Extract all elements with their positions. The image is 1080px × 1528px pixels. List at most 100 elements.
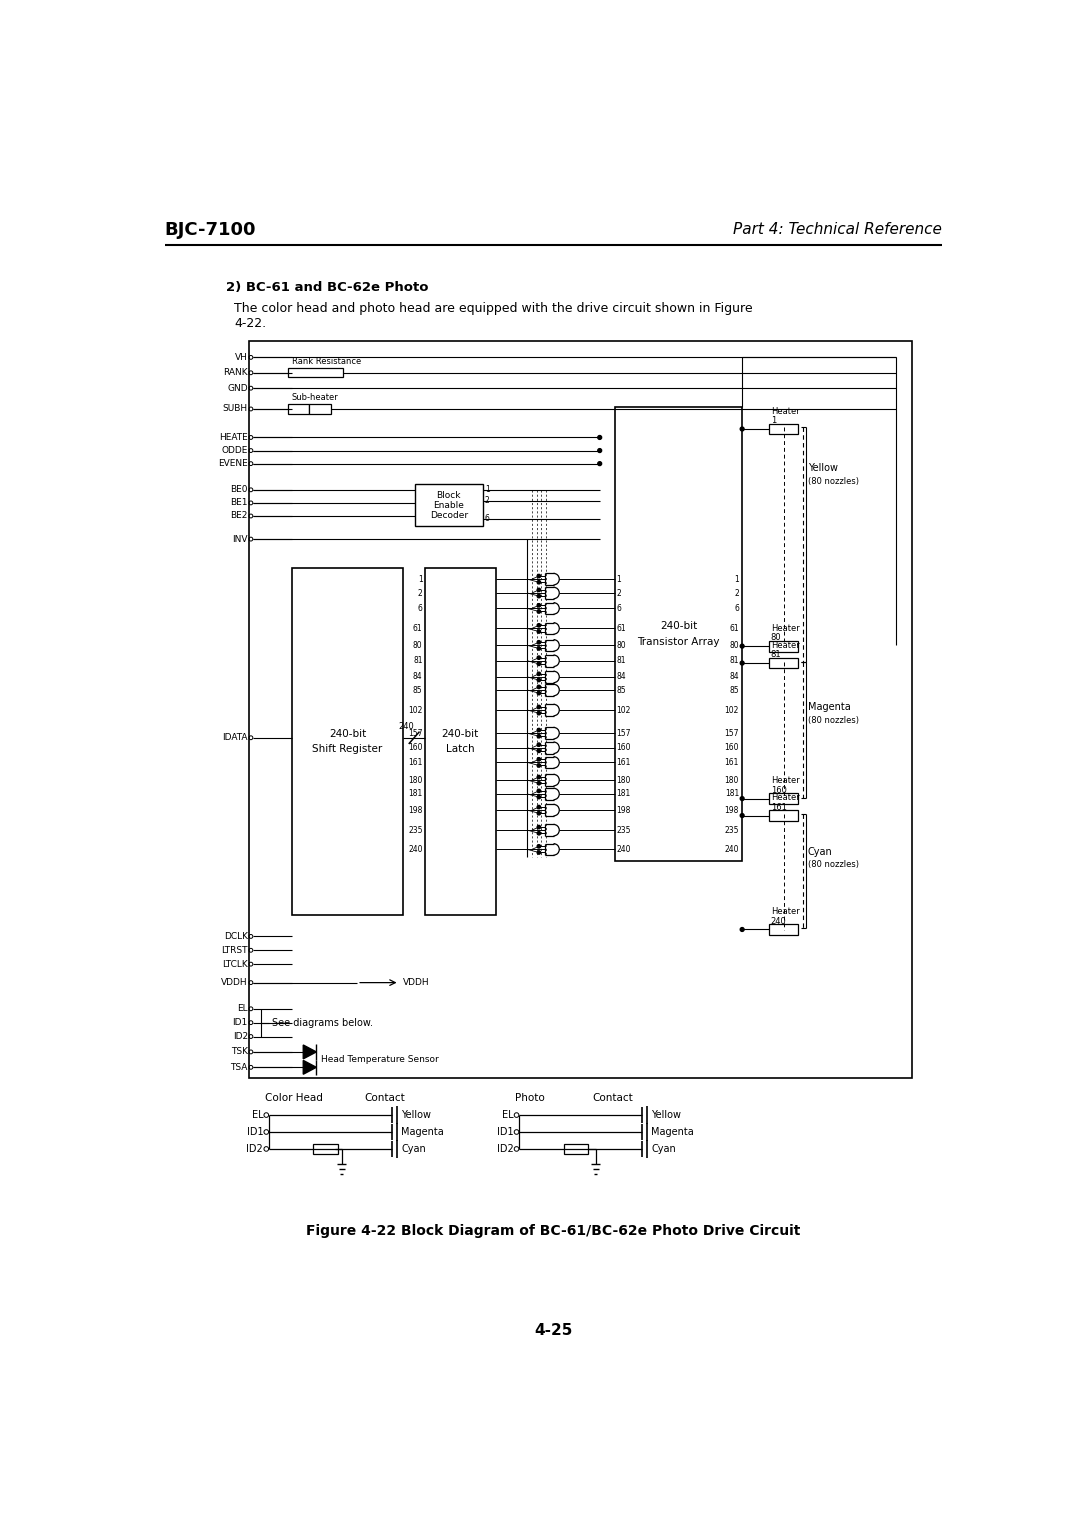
- Text: Heater: Heater: [771, 640, 799, 649]
- Text: BE0: BE0: [230, 486, 247, 495]
- Text: 84: 84: [617, 672, 626, 681]
- Circle shape: [537, 749, 541, 753]
- Text: Part 4: Technical Reference: Part 4: Technical Reference: [733, 222, 943, 237]
- Text: 181: 181: [408, 790, 422, 799]
- Text: VDDH: VDDH: [403, 978, 429, 987]
- Text: RANK: RANK: [224, 368, 247, 377]
- Circle shape: [537, 729, 541, 732]
- Text: 85: 85: [729, 686, 739, 695]
- Circle shape: [740, 927, 744, 932]
- Text: Decoder: Decoder: [430, 510, 468, 520]
- Bar: [769, 640, 798, 651]
- Text: Rank Resistance: Rank Resistance: [292, 358, 361, 367]
- Bar: [616, 406, 742, 860]
- Text: Heater: Heater: [771, 908, 799, 917]
- Text: 102: 102: [617, 706, 631, 715]
- Circle shape: [537, 678, 541, 681]
- Bar: [769, 423, 798, 434]
- Circle shape: [740, 813, 744, 817]
- Bar: [249, 341, 912, 1079]
- Bar: [415, 484, 483, 526]
- Text: 80: 80: [729, 640, 739, 649]
- Text: 240: 240: [725, 845, 739, 854]
- Circle shape: [537, 796, 541, 799]
- Text: 235: 235: [617, 825, 631, 834]
- Circle shape: [537, 706, 541, 709]
- Text: See diagrams below.: See diagrams below.: [272, 1018, 374, 1028]
- Text: 240: 240: [771, 917, 786, 926]
- Text: 198: 198: [725, 805, 739, 814]
- Text: EL: EL: [252, 1109, 264, 1120]
- Bar: [564, 1144, 589, 1154]
- Circle shape: [537, 764, 541, 767]
- Text: EL: EL: [238, 1004, 247, 1013]
- Text: 198: 198: [617, 805, 631, 814]
- Circle shape: [740, 796, 744, 801]
- Circle shape: [537, 743, 541, 746]
- Text: ID1: ID1: [497, 1128, 513, 1137]
- Text: VDDH: VDDH: [221, 978, 247, 987]
- Text: 84: 84: [413, 672, 422, 681]
- Text: VH: VH: [235, 353, 247, 362]
- Text: Latch: Latch: [446, 744, 474, 755]
- Circle shape: [537, 685, 541, 689]
- Bar: [313, 1144, 338, 1154]
- Bar: [424, 568, 496, 915]
- Text: 157: 157: [725, 729, 739, 738]
- Text: 1: 1: [771, 416, 775, 425]
- Text: 2: 2: [734, 588, 739, 597]
- Text: Shift Register: Shift Register: [312, 744, 382, 755]
- Circle shape: [537, 788, 541, 793]
- Text: Heater: Heater: [771, 623, 799, 633]
- Circle shape: [537, 610, 541, 613]
- Text: Transistor Array: Transistor Array: [637, 637, 720, 646]
- Text: 1: 1: [418, 575, 422, 584]
- Circle shape: [740, 645, 744, 648]
- Text: (80 nozzles): (80 nozzles): [808, 477, 859, 486]
- Text: INV: INV: [232, 535, 247, 544]
- Text: 2: 2: [485, 497, 489, 506]
- Bar: [769, 924, 798, 935]
- Text: 157: 157: [408, 729, 422, 738]
- Text: Yellow: Yellow: [651, 1109, 681, 1120]
- Text: Enable: Enable: [433, 501, 464, 510]
- Text: TSK: TSK: [231, 1047, 247, 1056]
- Text: EL: EL: [502, 1109, 513, 1120]
- Text: Contact: Contact: [365, 1093, 406, 1103]
- Text: Contact: Contact: [592, 1093, 633, 1103]
- Text: 102: 102: [725, 706, 739, 715]
- Text: DCLK: DCLK: [224, 932, 247, 941]
- Text: 2) BC-61 and BC-62e Photo: 2) BC-61 and BC-62e Photo: [226, 281, 429, 293]
- Circle shape: [537, 825, 541, 828]
- Text: 85: 85: [413, 686, 422, 695]
- Text: 180: 180: [617, 776, 631, 784]
- Text: Heater: Heater: [771, 776, 799, 785]
- Bar: [769, 810, 798, 821]
- Text: Sub-heater: Sub-heater: [292, 393, 338, 402]
- Text: Heater: Heater: [771, 793, 799, 802]
- Text: ID1: ID1: [232, 1018, 247, 1027]
- Text: 6: 6: [734, 604, 739, 613]
- Text: ID1: ID1: [246, 1128, 264, 1137]
- Text: 102: 102: [408, 706, 422, 715]
- Circle shape: [537, 831, 541, 834]
- Text: 2: 2: [418, 588, 422, 597]
- Text: 180: 180: [725, 776, 739, 784]
- Bar: [769, 657, 798, 668]
- Circle shape: [537, 845, 541, 848]
- Text: ID2: ID2: [497, 1144, 513, 1154]
- Text: 4-25: 4-25: [535, 1323, 572, 1339]
- Text: 1: 1: [734, 575, 739, 584]
- Circle shape: [740, 426, 744, 431]
- Circle shape: [537, 640, 541, 643]
- Text: 81: 81: [771, 649, 781, 659]
- Text: The color head and photo head are equipped with the drive circuit shown in Figur: The color head and photo head are equipp…: [234, 303, 753, 315]
- Text: 240: 240: [399, 723, 415, 732]
- Text: 240-bit: 240-bit: [329, 729, 366, 740]
- Text: 235: 235: [408, 825, 422, 834]
- Circle shape: [537, 623, 541, 626]
- Text: 6: 6: [617, 604, 621, 613]
- Bar: [769, 793, 798, 804]
- Text: 84: 84: [729, 672, 739, 681]
- Text: 240-bit: 240-bit: [442, 729, 478, 740]
